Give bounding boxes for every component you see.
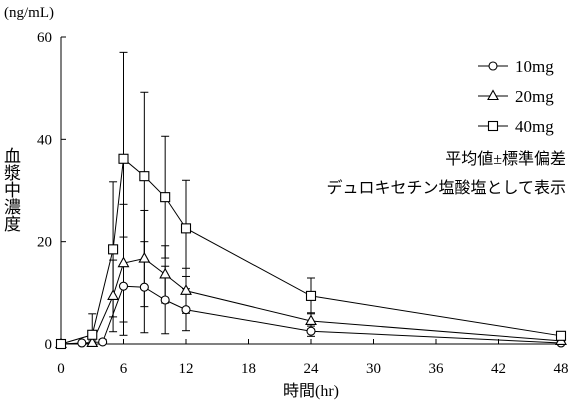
- series-40mg-point: [139, 171, 150, 182]
- series-40mg-point: [55, 338, 67, 350]
- y-tick-label: 0: [45, 337, 53, 353]
- x-tick-label: 24: [304, 361, 320, 377]
- annotation-mean-sd: 平均値±標準偏差: [445, 150, 566, 168]
- y-axis-ticks: 0 20 40 60: [37, 30, 66, 353]
- legend-label: 20mg: [515, 87, 554, 106]
- x-tick-label: 30: [366, 361, 381, 377]
- x-tick-label: 36: [429, 361, 445, 377]
- x-tick-label: 6: [120, 361, 128, 377]
- legend-label: 10mg: [515, 57, 554, 76]
- series-40mg-point: [160, 192, 171, 203]
- series-20mg-point: [180, 284, 192, 295]
- legend-label: 40mg: [515, 117, 554, 136]
- series-20mg-point: [117, 256, 130, 268]
- series-20mg-point: [107, 289, 120, 300]
- legend-marker-circle: [488, 61, 498, 71]
- legend-marker-triangle: [487, 89, 499, 101]
- x-tick-label: 48: [554, 361, 569, 377]
- series-markers: [55, 153, 567, 350]
- series-40mg-point: [180, 223, 192, 234]
- legend-item-20mg: 20mg: [478, 87, 554, 106]
- series-10mg-point: [181, 305, 191, 315]
- series-40mg-point: [108, 244, 119, 255]
- series-10mg-point: [118, 281, 129, 291]
- legend-item-40mg: 40mg: [478, 117, 554, 136]
- series-10mg-point: [98, 337, 108, 347]
- series-20mg-point: [138, 251, 151, 263]
- x-axis-label: 時間(hr): [283, 382, 339, 400]
- series-10mg-point: [160, 295, 170, 305]
- series-20mg-point: [86, 336, 99, 348]
- x-axis-ticks: 0 6 12 18 24 30 36 42 48: [57, 339, 569, 377]
- series-40mg-point: [118, 153, 129, 164]
- y-tick-label: 40: [37, 132, 52, 148]
- series-10mg-point: [77, 338, 87, 348]
- series-40mg-point: [87, 329, 98, 340]
- y-axis-unit: (ng/mL): [4, 5, 54, 21]
- series-20mg-point: [305, 314, 317, 326]
- x-tick-label: 18: [241, 361, 256, 377]
- series-20mg-point: [159, 267, 172, 279]
- y-axis-label: 血漿中濃度: [1, 147, 20, 232]
- x-tick-label: 0: [57, 361, 65, 377]
- legend: 10mg 20mg 40mg: [478, 57, 554, 136]
- series-10mg-point: [306, 326, 316, 336]
- series-10mg-point: [139, 282, 149, 292]
- x-tick-label: 42: [491, 361, 506, 377]
- series-40mg-point: [555, 330, 567, 341]
- x-tick-label: 12: [179, 361, 194, 377]
- y-tick-label: 60: [37, 30, 52, 46]
- legend-item-10mg: 10mg: [478, 57, 554, 76]
- series-40mg-point: [305, 290, 317, 301]
- y-tick-label: 20: [37, 235, 52, 251]
- annotation-display-basis: デュロキセチン塩酸塩として表示: [326, 178, 566, 197]
- legend-marker-square: [487, 120, 499, 132]
